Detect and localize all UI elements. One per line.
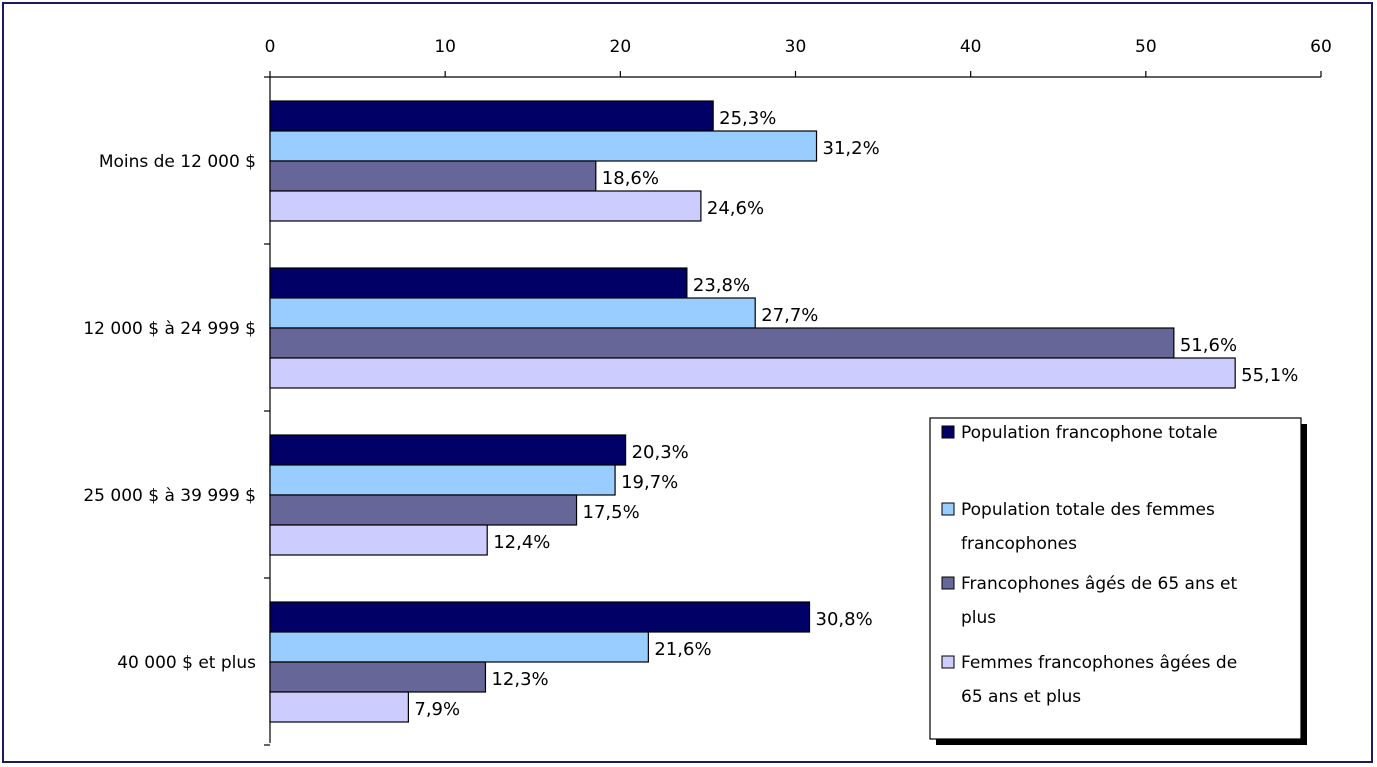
x-tick-label: 60 — [1310, 37, 1332, 57]
bar — [269, 691, 409, 723]
bars — [269, 100, 1236, 723]
legend-entry-text: Population francophone totale — [961, 423, 1218, 443]
data-label: 20,3% — [632, 442, 689, 463]
bar — [269, 494, 578, 526]
bar — [269, 267, 688, 299]
bar — [269, 297, 756, 329]
data-label: 30,8% — [816, 609, 873, 630]
legend-entry-text: francophones — [961, 534, 1077, 554]
bar — [269, 160, 597, 192]
axes: 0 10 20 30 40 50 60 Moins de 12 000 $ 12 000 $ à… — [83, 37, 1332, 746]
legend-box — [929, 417, 1302, 740]
bar — [269, 434, 627, 466]
bar — [269, 327, 1175, 359]
category-label: 25 000 $ à 39 999 $ — [83, 486, 256, 506]
data-label: 18,6% — [602, 168, 659, 189]
legend-swatch — [941, 655, 955, 669]
legend-entry-text: Femmes francophones âgées de — [961, 653, 1237, 673]
category-label: 12 000 $ à 24 999 $ — [83, 319, 256, 339]
data-label: 24,6% — [707, 198, 764, 219]
x-tick-label: 30 — [785, 37, 807, 57]
bar — [269, 100, 714, 132]
data-label: 7,9% — [414, 699, 460, 720]
data-label: 17,5% — [583, 502, 640, 523]
bar — [269, 601, 811, 633]
x-tick-label: 40 — [960, 37, 982, 57]
bar — [269, 631, 649, 663]
category-label: 40 000 $ et plus — [117, 653, 256, 673]
data-label: 31,2% — [823, 138, 880, 159]
x-tick-label: 20 — [610, 37, 632, 57]
data-label: 51,6% — [1180, 335, 1237, 356]
x-tick-label: 0 — [265, 37, 276, 57]
x-tick-label: 50 — [1135, 37, 1157, 57]
data-label: 55,1% — [1241, 365, 1298, 386]
legend-entry-text: 65 ans et plus — [961, 687, 1081, 707]
data-labels: 25,3% 31,2% 18,6% 24,6% 23,8% 27,7% 51,6%55,1%… — [414, 108, 1298, 720]
data-label: 12,3% — [491, 669, 548, 690]
legend-entry-text: Francophones âgés de 65 ans et — [961, 574, 1237, 594]
data-label: 19,7% — [621, 472, 678, 493]
legend-entry-text: Population totale des femmes — [961, 500, 1215, 520]
legend-swatch — [941, 502, 955, 516]
bar — [269, 524, 488, 556]
data-label: 23,8% — [693, 275, 750, 296]
bar — [269, 190, 702, 222]
x-tick-label: 10 — [434, 37, 456, 57]
bar — [269, 357, 1236, 389]
legend-swatch — [941, 576, 955, 590]
data-label: 27,7% — [761, 305, 818, 326]
data-label: 25,3% — [719, 108, 776, 129]
bar — [269, 464, 616, 496]
legend-swatch — [941, 425, 955, 439]
category-label: Moins de 12 000 $ — [99, 152, 256, 172]
data-label: 12,4% — [493, 532, 550, 553]
bar — [269, 661, 487, 693]
legend-entry-text: plus — [961, 608, 996, 628]
bar — [269, 130, 818, 162]
legend: Population francophone totale Population … — [929, 417, 1307, 745]
bar-chart: 0 10 20 30 40 50 60 Moins de 12 000 $ 12 000 $ à… — [83, 37, 1332, 746]
data-label: 21,6% — [654, 639, 711, 660]
